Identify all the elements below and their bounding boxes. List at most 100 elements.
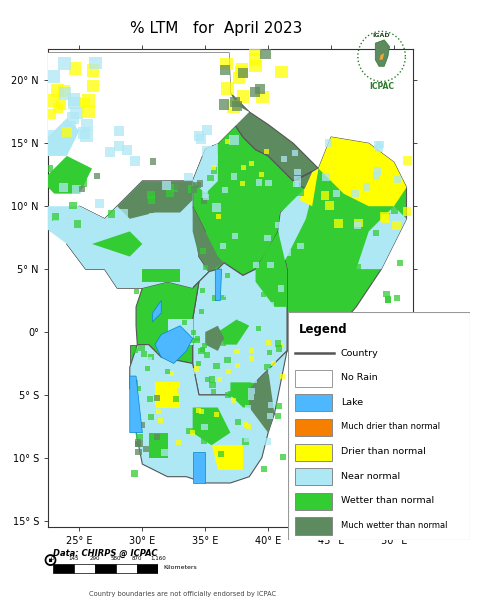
Polygon shape bbox=[230, 166, 236, 172]
Polygon shape bbox=[220, 193, 227, 200]
Polygon shape bbox=[67, 181, 209, 288]
Polygon shape bbox=[266, 350, 272, 355]
Polygon shape bbox=[238, 315, 244, 322]
Polygon shape bbox=[78, 127, 90, 139]
Polygon shape bbox=[59, 184, 68, 192]
Polygon shape bbox=[236, 296, 242, 303]
Polygon shape bbox=[220, 242, 227, 249]
Polygon shape bbox=[219, 100, 229, 110]
Polygon shape bbox=[196, 361, 201, 367]
Polygon shape bbox=[45, 164, 53, 172]
Polygon shape bbox=[321, 191, 329, 200]
Polygon shape bbox=[217, 356, 223, 362]
Polygon shape bbox=[87, 80, 99, 92]
Polygon shape bbox=[258, 353, 264, 359]
Polygon shape bbox=[240, 181, 245, 186]
Polygon shape bbox=[143, 269, 180, 282]
Polygon shape bbox=[230, 382, 268, 407]
Text: ⊙: ⊙ bbox=[43, 552, 58, 570]
Polygon shape bbox=[351, 190, 359, 197]
Polygon shape bbox=[221, 82, 234, 95]
Polygon shape bbox=[162, 181, 171, 190]
Polygon shape bbox=[373, 230, 379, 236]
Polygon shape bbox=[355, 264, 361, 271]
Polygon shape bbox=[220, 58, 233, 70]
Polygon shape bbox=[225, 139, 230, 144]
Polygon shape bbox=[161, 449, 168, 456]
Polygon shape bbox=[86, 64, 99, 77]
Polygon shape bbox=[214, 217, 220, 223]
Bar bbox=[295, 370, 332, 387]
Polygon shape bbox=[246, 351, 252, 357]
Text: Much wetter than normal: Much wetter than normal bbox=[341, 521, 447, 530]
Polygon shape bbox=[114, 126, 124, 136]
Polygon shape bbox=[72, 185, 81, 194]
Polygon shape bbox=[198, 347, 204, 354]
Polygon shape bbox=[268, 368, 275, 374]
Polygon shape bbox=[151, 332, 156, 337]
Polygon shape bbox=[254, 332, 260, 339]
Bar bbox=[116, 564, 137, 572]
Polygon shape bbox=[114, 140, 124, 151]
Polygon shape bbox=[252, 169, 259, 175]
Polygon shape bbox=[294, 176, 300, 182]
Polygon shape bbox=[249, 53, 261, 65]
Text: Data: CHIRPS @ ICPAC: Data: CHIRPS @ ICPAC bbox=[53, 549, 157, 558]
Polygon shape bbox=[108, 210, 115, 218]
Polygon shape bbox=[212, 445, 243, 470]
Polygon shape bbox=[168, 335, 173, 340]
Polygon shape bbox=[192, 93, 318, 275]
Polygon shape bbox=[146, 396, 153, 402]
Polygon shape bbox=[218, 451, 224, 457]
Polygon shape bbox=[209, 376, 215, 383]
Polygon shape bbox=[157, 348, 162, 353]
Polygon shape bbox=[285, 250, 291, 256]
Polygon shape bbox=[346, 242, 352, 248]
Polygon shape bbox=[265, 180, 272, 187]
Polygon shape bbox=[130, 344, 149, 367]
Polygon shape bbox=[145, 366, 150, 371]
Polygon shape bbox=[304, 229, 310, 235]
Polygon shape bbox=[235, 419, 241, 425]
Polygon shape bbox=[255, 232, 287, 307]
Polygon shape bbox=[256, 91, 269, 103]
Polygon shape bbox=[168, 319, 192, 344]
Polygon shape bbox=[256, 326, 261, 331]
Polygon shape bbox=[132, 410, 139, 416]
Polygon shape bbox=[231, 398, 236, 403]
Polygon shape bbox=[216, 214, 221, 219]
Polygon shape bbox=[209, 201, 216, 208]
Polygon shape bbox=[240, 249, 247, 255]
Polygon shape bbox=[363, 184, 370, 191]
Polygon shape bbox=[132, 470, 138, 476]
Polygon shape bbox=[148, 377, 155, 383]
Polygon shape bbox=[194, 367, 199, 371]
Text: Legend: Legend bbox=[299, 323, 348, 337]
Polygon shape bbox=[392, 208, 398, 214]
Polygon shape bbox=[182, 320, 187, 325]
Text: 145: 145 bbox=[69, 556, 79, 561]
Polygon shape bbox=[244, 436, 251, 442]
Polygon shape bbox=[372, 172, 380, 180]
Polygon shape bbox=[275, 222, 281, 228]
Polygon shape bbox=[204, 352, 210, 358]
Polygon shape bbox=[263, 277, 268, 281]
Polygon shape bbox=[336, 239, 342, 245]
Polygon shape bbox=[63, 121, 76, 134]
Polygon shape bbox=[94, 173, 100, 179]
Polygon shape bbox=[138, 345, 144, 352]
Polygon shape bbox=[334, 219, 343, 228]
Polygon shape bbox=[264, 235, 271, 241]
Polygon shape bbox=[154, 434, 160, 440]
Polygon shape bbox=[236, 64, 248, 76]
Polygon shape bbox=[264, 149, 269, 154]
Polygon shape bbox=[332, 147, 341, 156]
Bar bbox=[295, 468, 332, 485]
Polygon shape bbox=[276, 403, 282, 409]
Polygon shape bbox=[212, 401, 218, 407]
Polygon shape bbox=[191, 329, 196, 335]
Polygon shape bbox=[188, 185, 196, 193]
Polygon shape bbox=[81, 119, 93, 131]
Polygon shape bbox=[259, 172, 264, 177]
Text: Much drier than normal: Much drier than normal bbox=[341, 422, 440, 431]
